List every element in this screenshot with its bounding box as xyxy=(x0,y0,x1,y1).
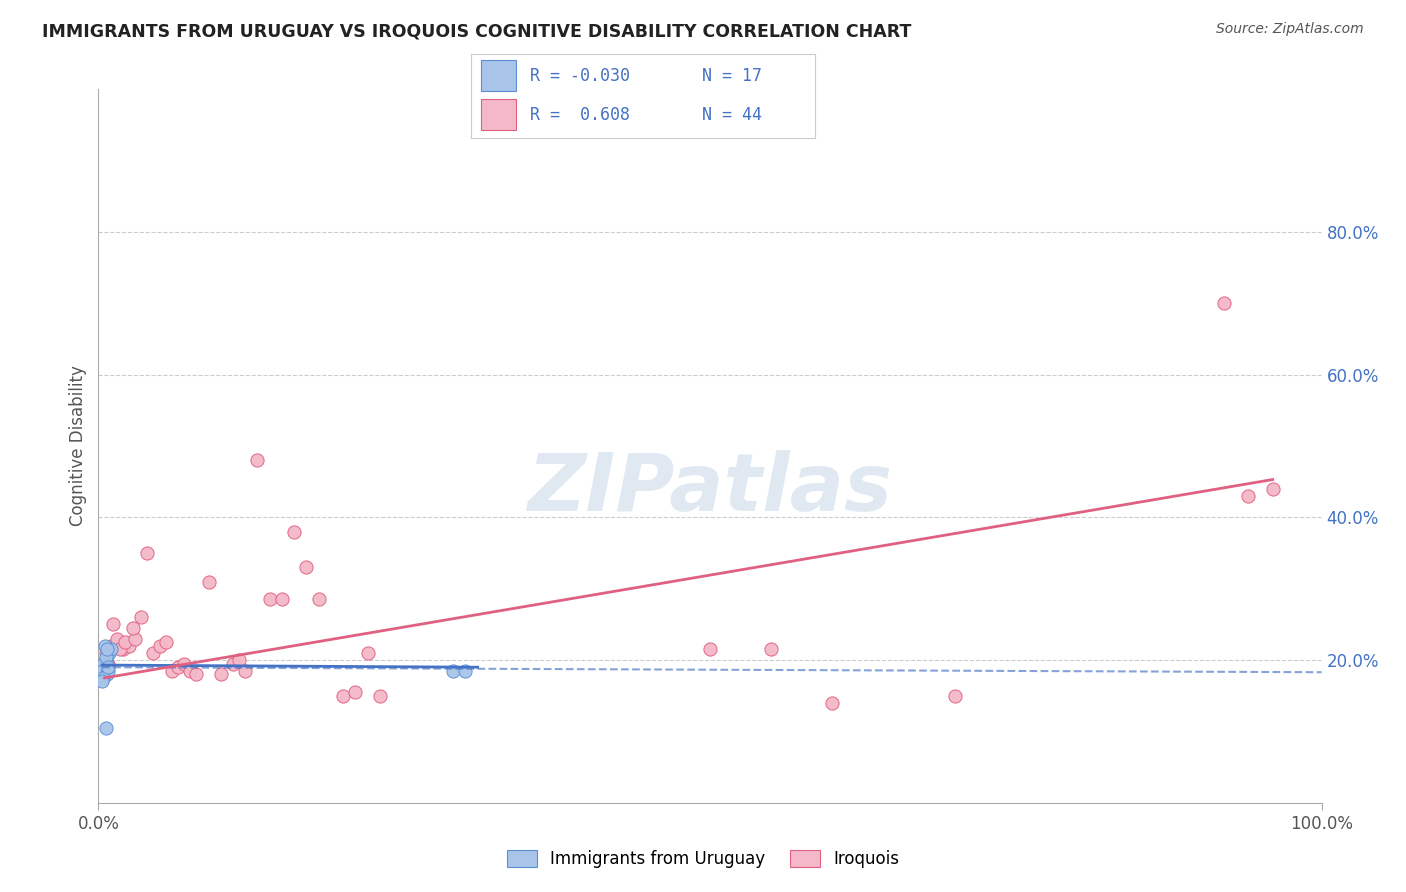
Point xyxy=(821,696,844,710)
Point xyxy=(259,592,281,607)
Point xyxy=(270,592,294,607)
Y-axis label: Cognitive Disability: Cognitive Disability xyxy=(69,366,87,526)
Point xyxy=(295,560,318,574)
Text: IMMIGRANTS FROM URUGUAY VS IROQUOIS COGNITIVE DISABILITY CORRELATION CHART: IMMIGRANTS FROM URUGUAY VS IROQUOIS COGN… xyxy=(42,22,911,40)
Point xyxy=(105,632,128,646)
Point xyxy=(136,546,159,560)
Point xyxy=(100,642,122,657)
Legend: Immigrants from Uruguay, Iroquois: Immigrants from Uruguay, Iroquois xyxy=(501,843,905,875)
Point xyxy=(1261,482,1284,496)
Point xyxy=(173,657,195,671)
Point xyxy=(149,639,172,653)
Point xyxy=(197,574,219,589)
Point xyxy=(91,674,114,689)
Point xyxy=(94,646,117,660)
Point xyxy=(233,664,256,678)
Point xyxy=(114,635,136,649)
Point xyxy=(98,646,121,660)
Point xyxy=(94,653,117,667)
Point xyxy=(209,667,232,681)
Point xyxy=(228,653,250,667)
Point xyxy=(332,689,354,703)
Point xyxy=(91,671,114,685)
Point xyxy=(155,635,177,649)
Point xyxy=(94,649,117,664)
Point xyxy=(167,660,190,674)
Point xyxy=(124,632,146,646)
Point xyxy=(160,664,183,678)
Point xyxy=(699,642,721,657)
Point xyxy=(441,664,464,678)
Point xyxy=(283,524,305,539)
Point xyxy=(344,685,367,699)
Point xyxy=(93,639,115,653)
Text: N = 17: N = 17 xyxy=(702,67,762,85)
Point xyxy=(118,639,141,653)
Point xyxy=(91,657,114,671)
Text: ZIPatlas: ZIPatlas xyxy=(527,450,893,528)
Point xyxy=(97,657,120,671)
Point xyxy=(179,664,201,678)
Point xyxy=(94,721,117,735)
Point xyxy=(91,664,114,678)
Point xyxy=(1237,489,1260,503)
Point xyxy=(101,617,124,632)
Point xyxy=(111,642,134,657)
Point xyxy=(97,664,120,678)
Text: R = -0.030: R = -0.030 xyxy=(530,67,630,85)
Text: N = 44: N = 44 xyxy=(702,105,762,123)
Point xyxy=(454,664,477,678)
Point xyxy=(110,642,132,657)
Point xyxy=(943,689,966,703)
Point xyxy=(186,667,208,681)
Point xyxy=(129,610,152,624)
FancyBboxPatch shape xyxy=(481,99,516,130)
Point xyxy=(97,660,120,674)
Point xyxy=(761,642,783,657)
Point xyxy=(356,646,378,660)
Point xyxy=(100,639,122,653)
Point xyxy=(121,621,143,635)
FancyBboxPatch shape xyxy=(481,61,516,91)
Point xyxy=(96,667,118,681)
Text: Source: ZipAtlas.com: Source: ZipAtlas.com xyxy=(1216,22,1364,37)
Point xyxy=(368,689,391,703)
Point xyxy=(142,646,165,660)
Point xyxy=(308,592,330,607)
Point xyxy=(93,657,115,671)
Text: R =  0.608: R = 0.608 xyxy=(530,105,630,123)
Point xyxy=(1212,296,1234,310)
Point xyxy=(96,642,118,657)
Point xyxy=(93,664,115,678)
Point xyxy=(222,657,245,671)
Point xyxy=(246,453,269,467)
